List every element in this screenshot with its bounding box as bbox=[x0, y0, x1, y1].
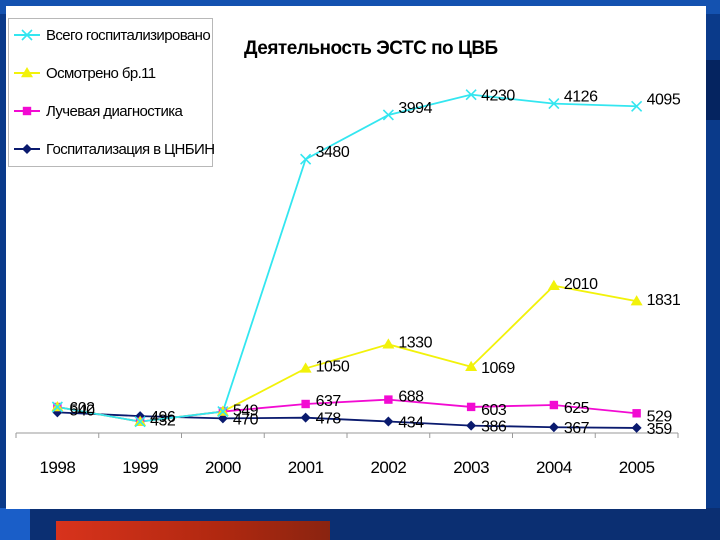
data-label-hospitalized: 359 bbox=[647, 421, 673, 438]
data-label-hospitalized: 386 bbox=[481, 419, 507, 436]
marker-radiology bbox=[549, 400, 559, 410]
data-label-hospitalized: 434 bbox=[398, 414, 424, 431]
data-label-total: 3994 bbox=[398, 100, 432, 117]
legend-label-total: Всего госпитализировано bbox=[46, 27, 210, 44]
x-tick-label: 2005 bbox=[619, 458, 655, 477]
marker-total bbox=[51, 401, 63, 413]
data-label-hospitalized: 470 bbox=[233, 411, 259, 428]
marker-total bbox=[382, 109, 394, 121]
data-label-radiology: 688 bbox=[398, 389, 424, 406]
x-tick-label: 2003 bbox=[453, 458, 489, 477]
marker-examined bbox=[299, 362, 312, 373]
data-label-radiology: 603 bbox=[481, 402, 507, 419]
slide-right-accent bbox=[706, 60, 720, 120]
data-label-examined: 1050 bbox=[316, 358, 350, 375]
series-line-total bbox=[57, 93, 637, 423]
data-label-examined: 1330 bbox=[398, 334, 432, 351]
marker-radiology bbox=[466, 402, 476, 412]
data-label-total: 3480 bbox=[316, 144, 350, 161]
legend-label-hospitalized: Госпитализация в ЦНБИН bbox=[46, 141, 214, 158]
x-tick-label: 2002 bbox=[370, 458, 406, 477]
legend-marker-radiology bbox=[22, 106, 32, 116]
marker-hospitalized bbox=[466, 420, 477, 431]
data-label-total: 432 bbox=[150, 413, 176, 430]
marker-radiology bbox=[301, 399, 310, 409]
data-label-radiology: 529 bbox=[647, 408, 673, 425]
x-tick-label: 2001 bbox=[288, 458, 324, 477]
marker-hospitalized bbox=[300, 412, 311, 423]
marker-radiology bbox=[384, 395, 393, 404]
marker-examined bbox=[382, 338, 395, 349]
series-line-hospitalized bbox=[57, 411, 637, 429]
series-markers bbox=[51, 89, 643, 433]
data-labels: 602 432 549 3480 3994 4230 4126 4095 1050 1330 106… bbox=[69, 88, 681, 438]
x-tick-label: 2000 bbox=[205, 458, 241, 477]
data-label-examined: 1831 bbox=[647, 292, 681, 309]
data-label-total: 4230 bbox=[481, 88, 515, 105]
marker-hospitalized bbox=[217, 413, 228, 424]
marker-hospitalized bbox=[383, 416, 394, 427]
chart-title: Деятельность ЭСТС по ЦВБ bbox=[244, 38, 498, 59]
data-label-total: 4095 bbox=[647, 91, 681, 108]
slide-bottom-left-accent bbox=[0, 508, 30, 540]
marker-total bbox=[631, 100, 643, 112]
data-label-radiology: 637 bbox=[316, 393, 342, 410]
legend: Всего госпитализировано Осмотрено бр.11 Лу… bbox=[8, 18, 215, 167]
data-label-total: 549 bbox=[233, 403, 259, 420]
marker-total bbox=[548, 98, 560, 110]
marker-total bbox=[217, 405, 229, 418]
x-tick-label: 2004 bbox=[536, 458, 572, 477]
x-tick-label: 1999 bbox=[122, 458, 158, 477]
marker-examined bbox=[465, 360, 478, 371]
data-label-hospitalized: 496 bbox=[150, 409, 176, 426]
data-label-hospitalized: 540 bbox=[69, 402, 95, 419]
legend-marker-examined bbox=[21, 67, 33, 78]
marker-examined bbox=[630, 295, 643, 306]
x-tick-label: 1998 bbox=[39, 458, 75, 477]
marker-total bbox=[134, 416, 146, 428]
data-label-hospitalized: 367 bbox=[564, 420, 590, 437]
data-label-examined: 2010 bbox=[564, 276, 598, 293]
data-label-total: 602 bbox=[69, 400, 95, 417]
legend-box bbox=[8, 18, 213, 167]
marker-hospitalized bbox=[631, 422, 642, 433]
slide-red-accent-bar bbox=[56, 521, 330, 540]
marker-total bbox=[300, 153, 312, 165]
legend-marker-total bbox=[21, 29, 33, 41]
data-label-examined: 1069 bbox=[481, 360, 515, 377]
legend-label-examined: Осмотрено бр.11 bbox=[46, 65, 156, 82]
data-label-hospitalized: 478 bbox=[316, 411, 342, 428]
data-label-total: 4126 bbox=[564, 89, 598, 106]
marker-total bbox=[465, 89, 477, 101]
legend-marker-hospitalized bbox=[22, 144, 32, 154]
legend-label-radiology: Лучевая диагностика bbox=[46, 103, 184, 120]
series-lines bbox=[57, 93, 637, 429]
marker-radiology bbox=[632, 409, 641, 418]
marker-hospitalized bbox=[548, 422, 559, 433]
x-axis: 1998 1999 2000 2001 2002 2003 2004 2005 bbox=[15, 432, 679, 477]
data-label-radiology: 625 bbox=[564, 400, 590, 417]
marker-examined bbox=[547, 279, 560, 290]
